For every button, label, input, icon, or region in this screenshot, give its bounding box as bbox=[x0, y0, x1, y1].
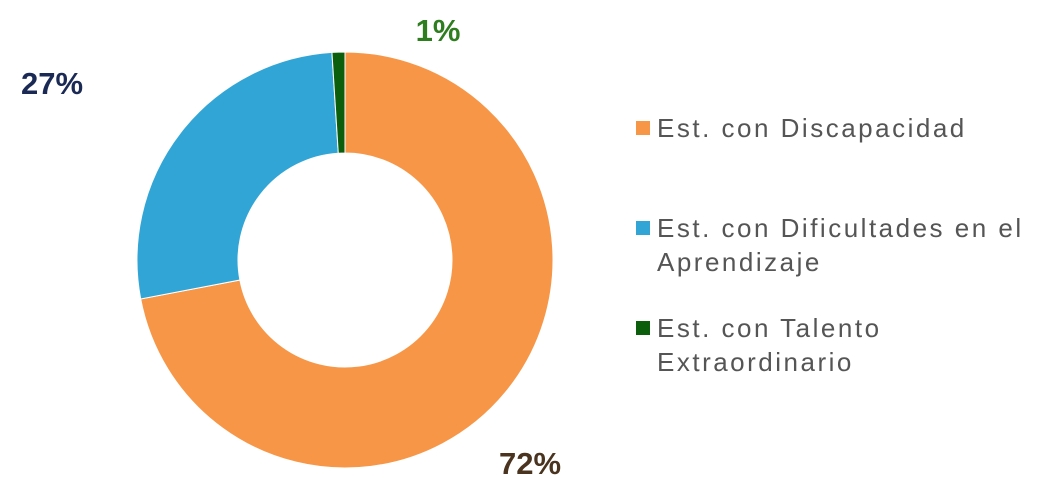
value-label: 1% bbox=[416, 13, 461, 48]
donut-slice bbox=[136, 51, 339, 300]
donut-slice bbox=[331, 51, 346, 154]
value-label: 27% bbox=[21, 66, 83, 101]
legend-label: Est. con Talento Extraordinario bbox=[657, 313, 882, 377]
donut-slice bbox=[140, 51, 554, 469]
legend-item: Est. con Talento Extraordinario bbox=[636, 311, 1036, 379]
legend-item: Est. con Discapacidad bbox=[636, 111, 1036, 145]
legend-item: Est. con Dificultades en el Aprendizaje bbox=[636, 211, 1036, 279]
legend-swatch bbox=[636, 221, 650, 235]
legend-swatch bbox=[636, 321, 650, 335]
value-label: 72% bbox=[499, 446, 561, 481]
legend-swatch bbox=[636, 121, 650, 135]
legend-label: Est. con Discapacidad bbox=[657, 113, 967, 143]
legend-label: Est. con Dificultades en el Aprendizaje bbox=[657, 213, 1024, 277]
